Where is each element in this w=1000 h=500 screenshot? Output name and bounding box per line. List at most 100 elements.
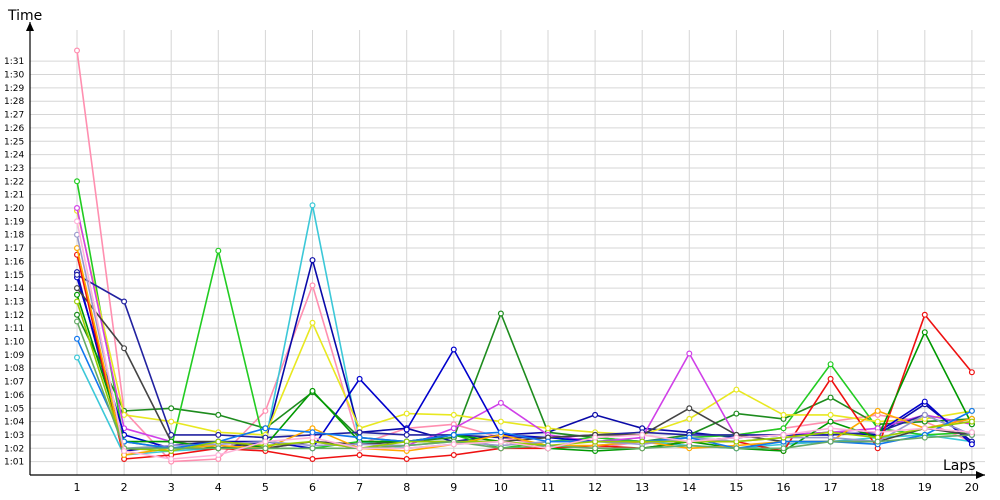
- y-tick-label: 1:31: [4, 57, 24, 67]
- data-point: [403, 426, 410, 433]
- data-point: [73, 354, 80, 361]
- series-line: [76, 259, 973, 452]
- x-tick-label: 2: [121, 481, 128, 494]
- y-tick-label: 1:29: [4, 84, 24, 94]
- data-point: [827, 361, 834, 368]
- data-point: [639, 445, 646, 452]
- x-tick-label: 15: [729, 481, 743, 494]
- data-point: [874, 418, 881, 425]
- data-point: [309, 429, 316, 436]
- data-point: [309, 257, 316, 264]
- data-point: [403, 410, 410, 417]
- x-tick-label: 6: [309, 481, 316, 494]
- y-tick-label: 1:16: [4, 257, 24, 267]
- data-point: [497, 418, 504, 425]
- data-point: [356, 434, 363, 441]
- data-point: [497, 399, 504, 406]
- y-tick-label: 1:22: [4, 177, 24, 187]
- data-point: [921, 311, 928, 318]
- data-point: [921, 398, 928, 405]
- data-point: [262, 407, 269, 414]
- data-point: [874, 429, 881, 436]
- data-point: [215, 431, 222, 438]
- x-tick-label: 9: [450, 481, 457, 494]
- y-tick-label: 1:20: [4, 204, 24, 214]
- y-tick-label: 1:08: [4, 364, 24, 374]
- y-tick-label: 1:19: [4, 217, 24, 227]
- series-group: [73, 47, 975, 465]
- data-point: [827, 438, 834, 445]
- x-tick-label: 14: [682, 481, 696, 494]
- data-point: [592, 411, 599, 418]
- data-point: [73, 285, 80, 292]
- data-point: [215, 411, 222, 418]
- data-point: [73, 311, 80, 318]
- grid: [30, 30, 985, 475]
- data-point: [968, 407, 975, 414]
- y-tick-label: 1:18: [4, 231, 24, 241]
- x-tick-label: 12: [588, 481, 602, 494]
- y-tick-label: 1:25: [4, 137, 24, 147]
- data-point: [73, 245, 80, 252]
- x-tick-label: 10: [494, 481, 508, 494]
- x-tick-label: 4: [215, 481, 222, 494]
- y-tick-label: 1:26: [4, 124, 24, 134]
- series-line: [76, 338, 973, 450]
- data-point: [73, 178, 80, 185]
- data-point: [686, 350, 693, 357]
- series-18: [73, 218, 975, 463]
- y-tick-label: 1:09: [4, 351, 24, 361]
- y-tick-label: 1:03: [4, 431, 24, 441]
- y-tick-labels: 1:01 1:02 1:03 1:04 1:05 1:06 1:07 1:08 1:09 1:10…: [4, 57, 24, 467]
- data-point: [639, 431, 646, 438]
- data-point: [168, 445, 175, 452]
- series-1: [73, 47, 975, 465]
- data-point: [309, 319, 316, 326]
- y-tick-label: 1:30: [4, 71, 24, 81]
- data-point: [921, 434, 928, 441]
- y-tick-label: 1:04: [4, 418, 24, 428]
- data-point: [73, 218, 80, 225]
- data-point: [544, 425, 551, 432]
- data-point: [686, 405, 693, 412]
- x-tick-label: 1: [74, 481, 81, 494]
- x-tick-label: 5: [262, 481, 269, 494]
- data-point: [497, 445, 504, 452]
- series-17: [73, 318, 975, 452]
- data-point: [309, 445, 316, 452]
- series-line: [76, 50, 973, 463]
- x-tick-label: 11: [541, 481, 555, 494]
- data-point: [497, 438, 504, 445]
- y-tick-label: 1:15: [4, 271, 24, 281]
- axes: [26, 22, 985, 479]
- data-point: [921, 329, 928, 336]
- y-tick-label: 1:07: [4, 378, 24, 388]
- series-line: [76, 210, 973, 436]
- data-point: [592, 445, 599, 452]
- x-axis-arrow: [976, 471, 985, 479]
- y-axis-arrow: [26, 22, 34, 31]
- data-point: [497, 310, 504, 317]
- y-tick-label: 1:27: [4, 111, 24, 121]
- data-point: [450, 452, 457, 459]
- data-point: [497, 429, 504, 436]
- series-line: [76, 312, 972, 443]
- data-point: [121, 411, 128, 418]
- data-point: [921, 425, 928, 432]
- data-point: [827, 375, 834, 382]
- data-point: [450, 411, 457, 418]
- data-point: [686, 438, 693, 445]
- data-point: [309, 456, 316, 463]
- data-point: [639, 438, 646, 445]
- series-line: [76, 204, 973, 456]
- y-tick-label: 1:05: [4, 404, 24, 414]
- data-point: [403, 431, 410, 438]
- data-point: [215, 452, 222, 459]
- data-point: [309, 202, 316, 209]
- data-point: [168, 431, 175, 438]
- data-point: [309, 434, 316, 441]
- data-point: [733, 410, 740, 417]
- data-point: [73, 205, 80, 212]
- series-line: [76, 321, 972, 450]
